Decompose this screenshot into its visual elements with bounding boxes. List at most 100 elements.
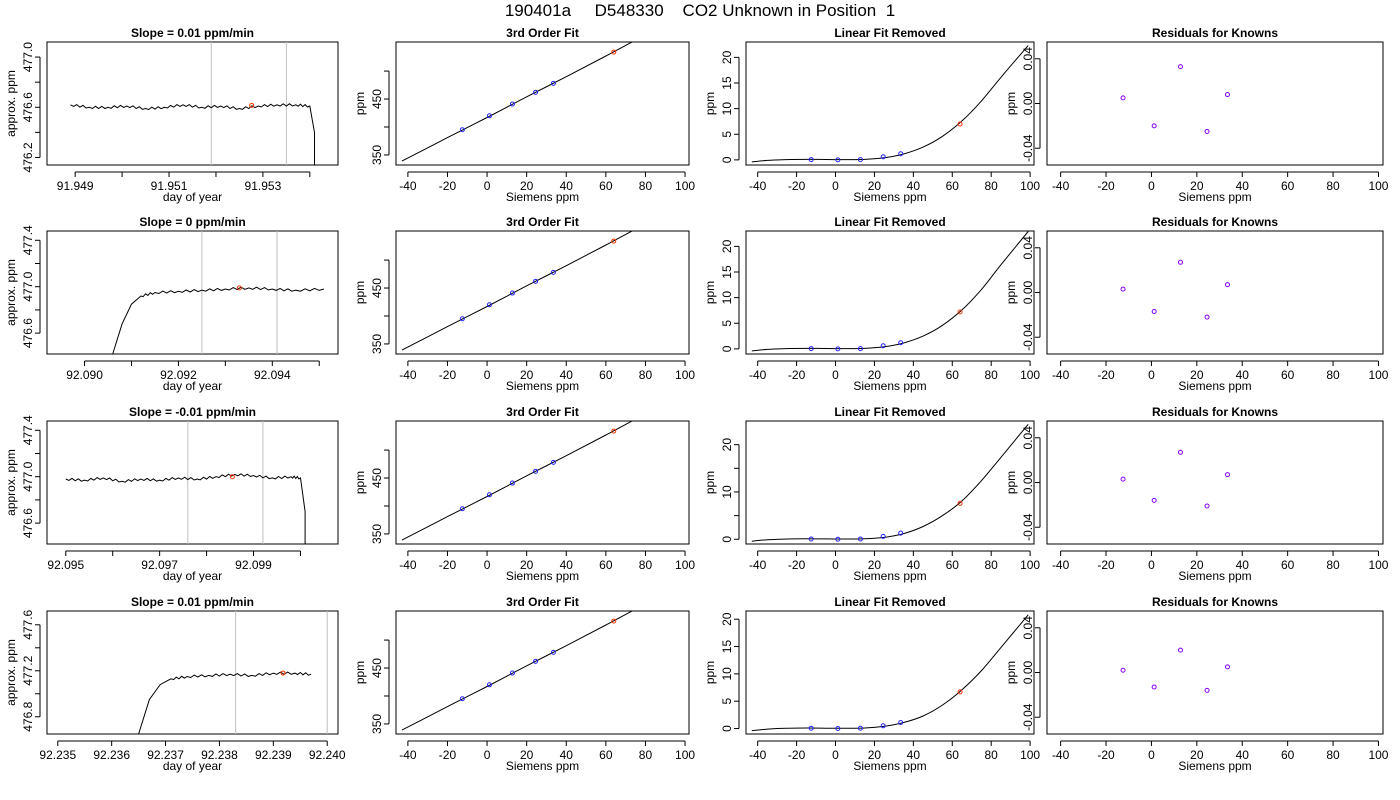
panel-4-4: Residuals for Knowns -40 -20 0 20 40 60 80 100 Si… bbox=[1004, 595, 1389, 773]
y-tick-label: 0.00 bbox=[1021, 660, 1035, 684]
unknown-point bbox=[611, 618, 617, 624]
y-axis-label: ppm bbox=[703, 281, 717, 304]
x-tick-label: 80 bbox=[985, 368, 999, 382]
x-tick-label: 60 bbox=[946, 748, 960, 762]
y-tick-label: 350 bbox=[370, 334, 384, 354]
x-tick-label: 60 bbox=[1281, 558, 1295, 572]
residual-point bbox=[1224, 664, 1230, 670]
x-tick-label: 80 bbox=[985, 558, 999, 572]
plot-area bbox=[1120, 259, 1230, 320]
plot-frame bbox=[395, 230, 690, 355]
x-tick-label: 0 bbox=[484, 558, 491, 572]
x-tick-label: 100 bbox=[675, 748, 695, 762]
known-point bbox=[533, 89, 539, 95]
panel-title: Linear Fit Removed bbox=[834, 405, 945, 419]
plot-area bbox=[401, 421, 634, 541]
unknown-point bbox=[957, 689, 963, 695]
known-point bbox=[857, 725, 863, 731]
known-point bbox=[486, 492, 492, 498]
x-tick-label: 0 bbox=[832, 748, 839, 762]
fit-curve bbox=[751, 614, 1029, 732]
y-tick-label: 15 bbox=[720, 76, 734, 90]
plot-frame bbox=[395, 610, 690, 735]
plot-area bbox=[70, 42, 315, 165]
x-tick-label: -20 bbox=[1097, 558, 1115, 572]
x-axis-label: day of year bbox=[163, 569, 222, 583]
x-tick-label: 100 bbox=[1368, 368, 1388, 382]
x-tick-label: 80 bbox=[639, 558, 653, 572]
x-tick-label: -40 bbox=[749, 368, 767, 382]
x-tick-label: 0 bbox=[1148, 368, 1155, 382]
known-point bbox=[550, 80, 556, 86]
known-point bbox=[533, 658, 539, 664]
y-axis-label: ppm bbox=[1004, 661, 1018, 684]
x-tick-label: 80 bbox=[1326, 179, 1340, 193]
x-tick-label: 80 bbox=[1326, 748, 1340, 762]
y-tick-label: 0.04 bbox=[1021, 426, 1035, 450]
x-axis-label: Siemens ppm bbox=[853, 759, 926, 773]
plot-frame bbox=[46, 41, 339, 166]
x-tick-label: 20 bbox=[1190, 368, 1204, 382]
x-tick-label: 80 bbox=[639, 179, 653, 193]
residual-point bbox=[1224, 282, 1230, 288]
x-tick-label: 20 bbox=[520, 748, 534, 762]
residual-point bbox=[1204, 503, 1210, 509]
x-tick-label: 40 bbox=[560, 558, 574, 572]
y-tick-label: 15 bbox=[720, 640, 734, 654]
x-tick-label: 60 bbox=[599, 179, 613, 193]
known-point bbox=[835, 157, 841, 163]
fit-curve bbox=[401, 421, 634, 541]
unknown-point bbox=[957, 500, 963, 506]
y-axis-label: approx. ppm bbox=[4, 639, 18, 706]
known-point bbox=[509, 290, 515, 296]
plot-frame bbox=[1046, 420, 1384, 545]
residual-point bbox=[1151, 684, 1157, 690]
y-tick-label: 477.2 bbox=[21, 655, 35, 685]
panel-title: Linear Fit Removed bbox=[834, 26, 945, 40]
y-axis-label: approx. ppm bbox=[4, 449, 18, 516]
x-tick-label: 60 bbox=[946, 179, 960, 193]
trace-line bbox=[138, 671, 312, 734]
x-axis-label: Siemens ppm bbox=[853, 379, 926, 393]
plot-area bbox=[751, 614, 1029, 732]
panel-2-2: 3rd Order Fit -40 -20 0 20 40 60 80 100 Siemens p… bbox=[353, 215, 695, 393]
known-point bbox=[808, 346, 814, 352]
x-tick-label: 0 bbox=[484, 179, 491, 193]
known-point bbox=[898, 340, 904, 346]
x-tick-label: -20 bbox=[788, 748, 806, 762]
x-tick-label: 20 bbox=[1190, 748, 1204, 762]
plot-area bbox=[401, 42, 634, 162]
known-point bbox=[880, 533, 886, 539]
y-tick-label: 10 bbox=[720, 102, 734, 116]
x-tick-label: 20 bbox=[1190, 179, 1204, 193]
panel-title: Linear Fit Removed bbox=[834, 215, 945, 229]
unknown-point bbox=[611, 428, 617, 434]
plot-frame bbox=[1046, 230, 1384, 355]
plot-frame bbox=[395, 420, 690, 545]
x-tick-label: -20 bbox=[439, 368, 457, 382]
x-tick-label: 40 bbox=[1236, 368, 1250, 382]
panel-title: 3rd Order Fit bbox=[506, 595, 579, 609]
panel-1-2: 3rd Order Fit -40 -20 0 20 40 60 80 100 Siemens p… bbox=[353, 26, 695, 204]
panel-title: Slope = 0.01 ppm/min bbox=[131, 595, 254, 609]
known-point bbox=[835, 726, 841, 732]
x-tick-label: 0 bbox=[484, 748, 491, 762]
fit-curve bbox=[751, 423, 1029, 542]
known-point bbox=[857, 157, 863, 163]
panel-4-1: Slope = 0.01 ppm/min 92.235 92.236 92.237 92… bbox=[4, 595, 346, 773]
x-tick-label: 40 bbox=[560, 368, 574, 382]
x-tick-label: 100 bbox=[1020, 748, 1040, 762]
x-tick-label: -40 bbox=[399, 179, 417, 193]
y-tick-label: 0.00 bbox=[1021, 470, 1035, 494]
x-tick-label: 40 bbox=[1236, 748, 1250, 762]
y-tick-label: 476.6 bbox=[21, 92, 35, 122]
plot-frame bbox=[745, 230, 1035, 355]
x-tick-label: 20 bbox=[520, 179, 534, 193]
known-point bbox=[533, 278, 539, 284]
y-tick-label: 450 bbox=[370, 468, 384, 488]
y-tick-label: 450 bbox=[370, 278, 384, 298]
residual-point bbox=[1151, 497, 1157, 503]
x-tick-label: 100 bbox=[1368, 748, 1388, 762]
plot-area bbox=[1120, 647, 1230, 693]
